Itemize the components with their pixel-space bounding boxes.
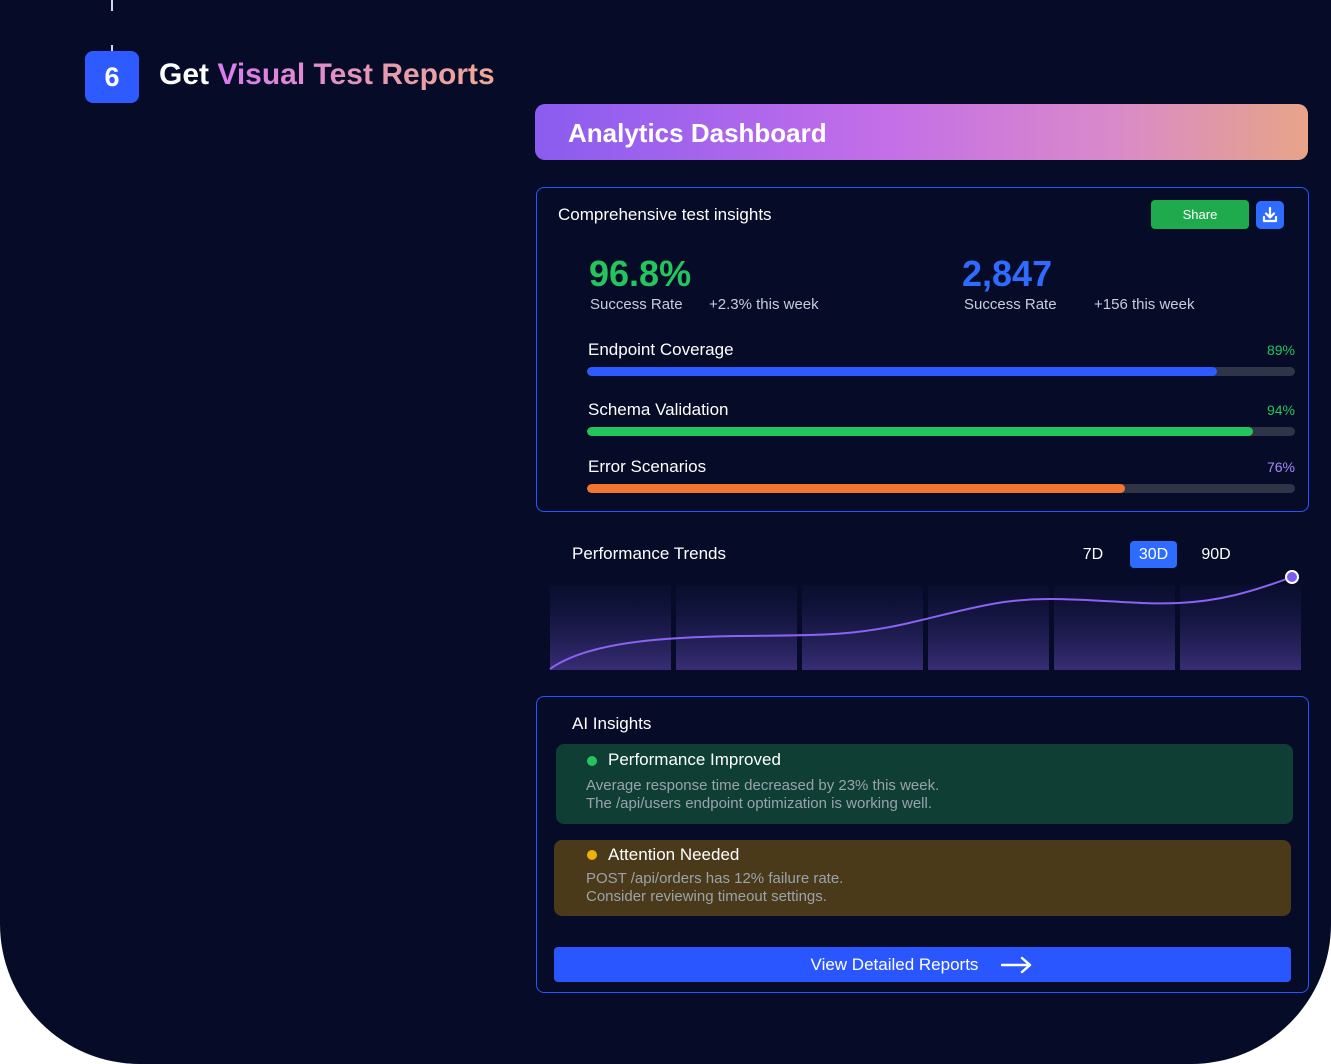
- insight-text-line2: Consider reviewing timeout settings.: [586, 888, 827, 905]
- status-dot-icon: [587, 756, 597, 766]
- step-title-highlight: Visual Test Reports: [217, 58, 495, 91]
- endpoint-coverage-fill: [587, 367, 1218, 376]
- trend-line: [549, 576, 1293, 670]
- endpoint-coverage-label: Endpoint Coverage: [588, 340, 734, 359]
- download-button[interactable]: [1256, 201, 1284, 229]
- error-scenarios-pct: 76%: [1266, 459, 1295, 475]
- insight-text-line1: Average response time decreased by 23% t…: [586, 777, 940, 794]
- schema-validation-fill: [587, 427, 1253, 436]
- success-rate-value: 96.8%: [589, 253, 692, 294]
- share-button[interactable]: Share: [1151, 200, 1249, 229]
- arrow-right-icon: [1001, 956, 1032, 973]
- step-title: Get Visual Test Reports: [159, 58, 495, 92]
- error-scenarios-label: Error Scenarios: [588, 457, 707, 476]
- dashboard-header: Analytics Dashboard: [535, 104, 1308, 160]
- test-count-label: Success Rate: [964, 296, 1057, 313]
- status-dot-icon: [587, 850, 597, 860]
- error-scenarios-track: [587, 484, 1295, 493]
- error-scenarios-fill: [587, 484, 1126, 493]
- step-title-prefix: Get: [159, 58, 210, 91]
- schema-validation-track: [587, 427, 1295, 436]
- trend-endpoint-marker: [1285, 570, 1299, 584]
- insight-attention-needed: Attention Needed POST /api/orders has 12…: [554, 840, 1291, 916]
- range-90d-button[interactable]: 90D: [1201, 545, 1231, 563]
- schema-validation-label: Schema Validation: [588, 400, 729, 419]
- view-detailed-reports-button[interactable]: View Detailed Reports: [554, 947, 1291, 982]
- range-7d-button[interactable]: 7D: [1082, 545, 1104, 563]
- insight-text-line2: The /api/users endpoint optimization is …: [586, 795, 933, 812]
- performance-trend-chart: [549, 570, 1301, 670]
- step-number-badge: 6: [85, 51, 139, 103]
- insight-title: Attention Needed: [608, 845, 740, 864]
- ai-insights-card: AI Insights Performance Improved Average…: [536, 696, 1309, 993]
- insight-performance-improved: Performance Improved Average response ti…: [556, 744, 1293, 824]
- trend-column: [802, 585, 923, 670]
- endpoint-coverage-track: [587, 367, 1295, 376]
- trend-column: [1054, 585, 1175, 670]
- trend-column: [676, 585, 797, 670]
- success-rate-change: +2.3% this week: [709, 296, 819, 313]
- view-detailed-reports-label: View Detailed Reports: [810, 954, 979, 974]
- range-30d-button[interactable]: 30D: [1130, 541, 1177, 568]
- ai-insights-title: AI Insights: [572, 714, 652, 733]
- endpoint-coverage-pct: 89%: [1266, 342, 1295, 358]
- insight-title: Performance Improved: [608, 750, 781, 769]
- dashboard-title: Analytics Dashboard: [568, 118, 827, 148]
- trend-column: [1180, 585, 1301, 670]
- download-icon: [1262, 206, 1278, 223]
- insight-text-line1: POST /api/orders has 12% failure rate.: [586, 870, 844, 887]
- test-count-change: +156 this week: [1094, 296, 1195, 313]
- step-connector-bottom: [111, 45, 113, 51]
- step-connector-top: [111, 0, 113, 11]
- test-insights-card: Comprehensive test insights Share 96.8% …: [536, 187, 1309, 512]
- performance-trends-title: Performance Trends: [572, 544, 727, 563]
- trend-column: [928, 585, 1049, 670]
- insights-card-title: Comprehensive test insights: [558, 205, 772, 224]
- test-count-value: 2,847: [962, 253, 1053, 294]
- success-rate-label: Success Rate: [590, 296, 683, 313]
- trend-column: [550, 585, 671, 670]
- schema-validation-pct: 94%: [1266, 402, 1295, 418]
